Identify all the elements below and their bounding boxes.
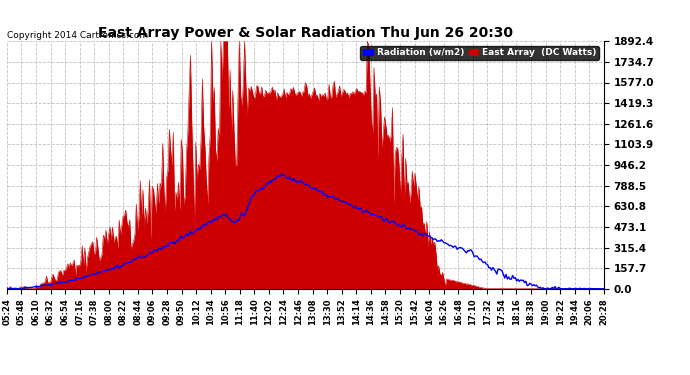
Legend: Radiation (w/m2), East Array  (DC Watts): Radiation (w/m2), East Array (DC Watts) [360,46,599,60]
Text: Copyright 2014 Cartronics.com: Copyright 2014 Cartronics.com [7,32,148,40]
Title: East Array Power & Solar Radiation Thu Jun 26 20:30: East Array Power & Solar Radiation Thu J… [98,26,513,40]
